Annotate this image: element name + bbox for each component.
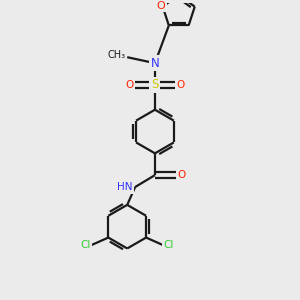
Text: N: N [151,57,159,70]
Text: O: O [156,1,165,11]
Text: Cl: Cl [164,241,174,250]
Text: CH₃: CH₃ [107,50,125,60]
Text: HN: HN [117,182,132,192]
Text: Cl: Cl [80,241,91,250]
Text: S: S [151,78,159,92]
Text: O: O [178,170,186,180]
Text: O: O [177,80,185,90]
Text: O: O [125,80,133,90]
